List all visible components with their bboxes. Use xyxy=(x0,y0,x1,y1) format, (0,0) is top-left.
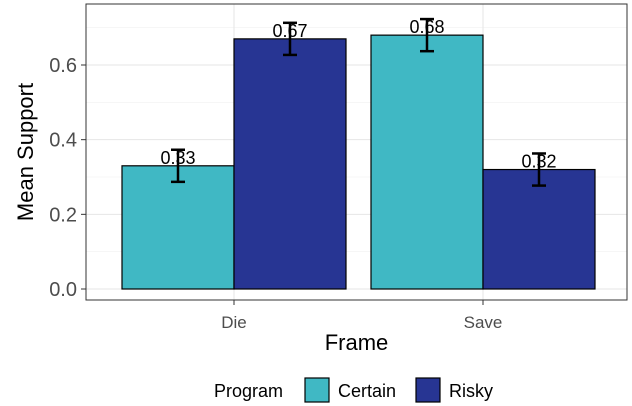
x-tick-label: Die xyxy=(221,313,247,332)
legend-item: Certain xyxy=(304,377,396,403)
data-label: 0.33 xyxy=(160,148,195,168)
y-tick-label: 0.0 xyxy=(49,279,77,301)
x-tick-label: Save xyxy=(464,313,503,332)
y-tick-label: 0.4 xyxy=(49,130,77,152)
error-bar xyxy=(420,17,434,53)
legend: Program Certain Risky xyxy=(214,377,493,403)
error-bars xyxy=(171,17,546,187)
x-axis-title: Frame xyxy=(325,330,389,355)
y-axis-title: Mean Support xyxy=(13,83,38,221)
legend-label: Risky xyxy=(449,381,493,401)
y-axis-ticks: 0.0 0.2 0.4 0.6 xyxy=(49,55,86,301)
bar xyxy=(370,34,484,290)
legend-item: Risky xyxy=(415,377,493,403)
legend-title: Program xyxy=(214,381,283,401)
error-bar xyxy=(171,148,185,184)
data-label: 0.68 xyxy=(409,17,444,37)
plot-panel-border xyxy=(85,3,628,301)
data-labels: 0.33 0.68 0.67 0.32 xyxy=(160,17,556,171)
data-label: 0.32 xyxy=(521,152,556,172)
bars xyxy=(121,34,596,290)
bar xyxy=(233,38,347,290)
y-tick-label: 0.6 xyxy=(49,55,77,77)
bar xyxy=(482,168,596,290)
y-tick-label: 0.2 xyxy=(49,204,77,226)
bar xyxy=(121,165,235,290)
legend-label: Certain xyxy=(338,381,396,401)
legend-swatch xyxy=(304,377,330,403)
x-axis-ticks: Die Save xyxy=(221,300,502,332)
error-bar xyxy=(283,21,297,57)
legend-swatch xyxy=(415,377,441,403)
data-label: 0.67 xyxy=(272,21,307,41)
error-bar xyxy=(532,152,546,187)
